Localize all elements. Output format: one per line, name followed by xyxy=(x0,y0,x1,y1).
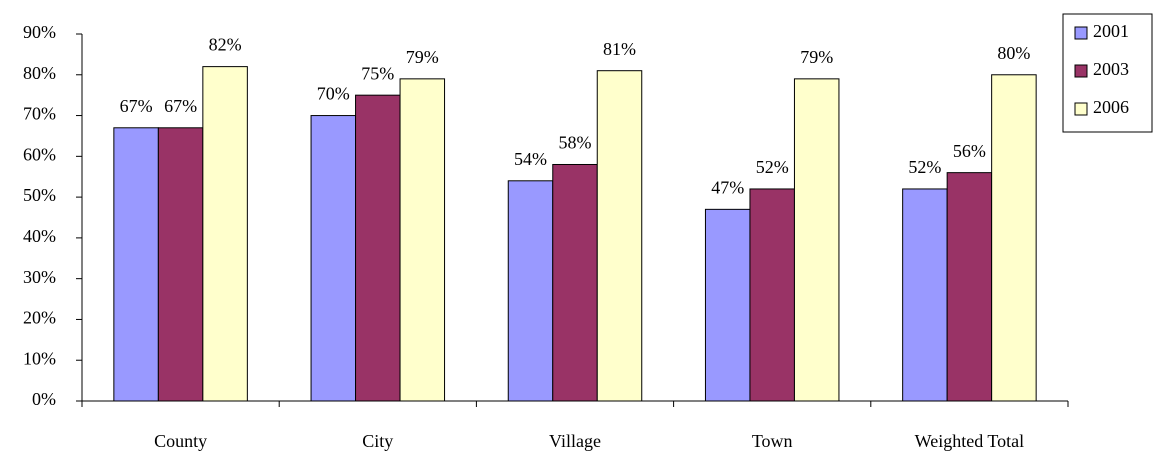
bar xyxy=(793,78,840,402)
value-label: 67% xyxy=(120,96,153,116)
bar xyxy=(157,127,204,402)
value-label: 75% xyxy=(361,63,394,83)
y-tick-label: 0% xyxy=(32,389,56,409)
legend-label: 2003 xyxy=(1093,59,1129,79)
x-tick-label: Town xyxy=(752,431,793,451)
value-label: 80% xyxy=(997,43,1030,63)
bar xyxy=(991,74,1037,402)
bar xyxy=(202,66,248,402)
y-tick-label: 10% xyxy=(23,348,56,368)
x-tick-label: City xyxy=(362,431,393,451)
bar xyxy=(355,94,401,402)
bar xyxy=(749,188,795,402)
y-tick-label: 70% xyxy=(23,104,56,124)
x-tick-label: Village xyxy=(549,431,601,451)
bar xyxy=(399,78,446,402)
legend-label: 2001 xyxy=(1093,21,1129,41)
x-tick-label: County xyxy=(154,431,207,451)
value-label: 47% xyxy=(711,177,744,197)
value-label: 56% xyxy=(953,141,986,161)
bar xyxy=(946,172,993,402)
y-tick-label: 30% xyxy=(23,267,56,287)
value-label: 67% xyxy=(164,96,197,116)
y-tick-label: 40% xyxy=(23,226,56,246)
y-tick-label: 50% xyxy=(23,185,56,205)
bar xyxy=(113,127,159,402)
bar xyxy=(507,180,554,402)
value-label: 52% xyxy=(908,157,941,177)
value-label: 58% xyxy=(559,133,592,153)
bar xyxy=(902,188,948,402)
value-label: 82% xyxy=(209,35,242,55)
value-label: 52% xyxy=(756,157,789,177)
value-label: 79% xyxy=(800,47,833,67)
bar xyxy=(704,208,751,402)
legend-swatch xyxy=(1074,26,1088,40)
y-tick-label: 80% xyxy=(23,63,56,83)
y-tick-label: 90% xyxy=(23,22,56,42)
y-tick-label: 20% xyxy=(23,308,56,328)
value-label: 70% xyxy=(317,84,350,104)
value-label: 81% xyxy=(603,39,636,59)
legend-swatch xyxy=(1074,64,1088,78)
x-tick-label: Weighted Total xyxy=(915,431,1024,451)
value-label: 54% xyxy=(514,149,547,169)
value-label: 79% xyxy=(406,47,439,67)
bar xyxy=(552,163,598,402)
legend-swatch xyxy=(1074,102,1088,116)
y-tick-label: 60% xyxy=(23,144,56,164)
legend-label: 2006 xyxy=(1093,97,1129,117)
bar xyxy=(310,115,357,402)
bar xyxy=(596,70,643,402)
